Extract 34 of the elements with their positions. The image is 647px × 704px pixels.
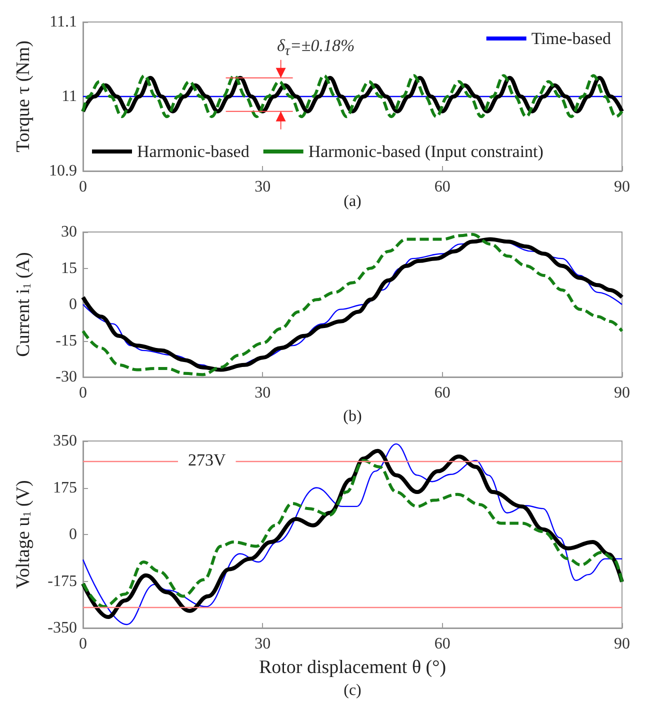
x-tick-label: 60 [434,178,450,196]
text: (c) [344,682,362,700]
y-tick-label: -30 [56,368,77,386]
x-tick-label: 60 [434,384,450,402]
x-tick-label: 90 [614,178,630,196]
text: (b) [343,408,362,426]
y-axis-title: Torque τ (Nm) [13,40,34,152]
y-tick-label: -175 [48,572,77,590]
y-axis-title: Voltage u1 (V) [13,480,34,589]
y-tick-label: 15 [61,260,77,277]
y-tick-label: -350 [48,620,77,636]
y-tick-label: 0 [69,526,77,543]
x-tick-label: 90 [614,384,630,402]
legend-label: Harmonic-based (Input constraint) [308,142,544,161]
legend-label: Harmonic-based [137,142,250,161]
y-tick-label: 11.1 [50,14,77,30]
ref-line-label: 273V [188,450,226,470]
y-tick-label: -15 [56,332,77,350]
y-tick-label: 0 [69,296,77,313]
annotation: δ$_{τ}$=±0.18% [276,36,355,60]
x-tick-label: 30 [254,178,271,196]
y-axis-title: Current i1 (A) [13,252,34,357]
x-tick-label: 90 [614,636,630,652]
x-axis-title: Rotor displacement θ (°) [258,657,446,678]
x-tick-label: 30 [254,384,271,402]
y-tick-label: 350 [53,432,77,450]
y-tick-label: 10.9 [49,162,77,180]
legend-label: Time-based [531,29,612,48]
x-tick-label: 60 [434,636,450,652]
text: (a) [344,193,362,211]
y-tick-label: 175 [53,479,77,496]
x-tick-label: 30 [254,636,271,652]
y-tick-label: 11 [62,88,77,105]
y-tick-label: 30 [61,224,77,240]
